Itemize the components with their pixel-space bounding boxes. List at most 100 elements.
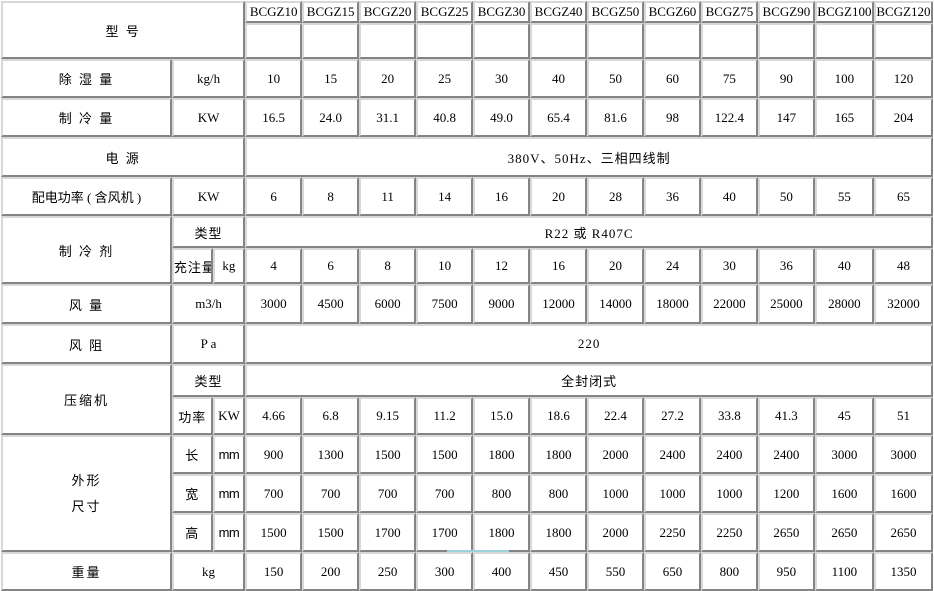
dimension-width-value-10: 1600 [814, 474, 874, 513]
distribution-power-value-1: 8 [302, 177, 360, 216]
dehumidify-value-0: 10 [245, 59, 303, 98]
row-label-cooling: 制 冷 量 [1, 98, 172, 137]
refrigerant-charge-value-0: 4 [245, 248, 303, 284]
cooling-value-0: 16.5 [245, 98, 303, 137]
row-label-dehumidify: 除 湿 量 [1, 59, 172, 98]
model-header-11: BCGZ120 [873, 1, 933, 23]
model-header-7: BCGZ60 [643, 1, 701, 23]
cooling-value-2: 31.1 [359, 98, 417, 137]
row-unit-cooling: KW [171, 98, 246, 137]
header-model-label: 型 号 [1, 1, 246, 59]
compressor-power-value-6: 22.4 [587, 397, 644, 435]
dimension-width-value-7: 1000 [643, 474, 701, 513]
dehumidify-value-2: 20 [359, 59, 417, 98]
dimension-height-value-6: 2000 [587, 513, 644, 552]
refrigerant-charge-value-5: 16 [530, 248, 587, 284]
model-spacer-5 [530, 23, 587, 59]
compressor-power-value-10: 45 [814, 397, 874, 435]
distribution-power-value-3: 14 [416, 177, 474, 216]
airflow-value-4: 9000 [473, 284, 531, 324]
weight-value-7: 650 [643, 552, 701, 591]
table-row-refrigerant-charge: 充注量 kg 4 6 8 10 12 16 20 24 30 36 40 48 [1, 248, 933, 284]
airflow-value-11: 32000 [873, 284, 933, 324]
dimension-width-label: 宽 [171, 474, 213, 513]
dimension-height-value-0: 1500 [245, 513, 303, 552]
dimension-length-value-2: 1500 [359, 435, 417, 474]
dehumidify-value-9: 90 [757, 59, 815, 98]
dimension-height-value-9: 2650 [757, 513, 815, 552]
model-spacer-10 [814, 23, 874, 59]
dimension-length-value-4: 1800 [473, 435, 531, 474]
cooling-value-4: 49.0 [473, 98, 531, 137]
model-header-9: BCGZ90 [757, 1, 815, 23]
dehumidify-value-4: 30 [473, 59, 531, 98]
refrigerant-charge-value-2: 8 [359, 248, 417, 284]
model-header-6: BCGZ50 [587, 1, 644, 23]
distribution-power-value-8: 40 [700, 177, 758, 216]
weight-value-2: 250 [359, 552, 417, 591]
row-label-refrigerant: 制 冷 剂 [1, 216, 172, 284]
dimension-length-value-7: 2400 [643, 435, 701, 474]
refrigerant-charge-value-3: 10 [416, 248, 474, 284]
dehumidify-value-1: 15 [302, 59, 360, 98]
table-row-model-header: 型 号 BCGZ10 BCGZ15 BCGZ20 BCGZ25 BCGZ30 B… [1, 1, 933, 59]
dimension-width-unit: mm [212, 474, 246, 513]
distribution-power-value-0: 6 [245, 177, 303, 216]
compressor-power-label: 功率 [171, 397, 213, 435]
airflow-value-6: 14000 [587, 284, 644, 324]
table-row-dehumidify: 除 湿 量 kg/h 10 15 20 25 30 40 50 60 75 90… [1, 59, 933, 98]
dimension-width-value-5: 800 [530, 474, 587, 513]
row-unit-air-resistance: P a [171, 324, 246, 364]
dimension-width-value-9: 1200 [757, 474, 815, 513]
dimension-height-value-11: 2650 [873, 513, 933, 552]
table-row-airflow: 风 量 m3/h 3000 4500 6000 7500 9000 12000 … [1, 284, 933, 324]
model-spacer-7 [643, 23, 701, 59]
row-label-power-supply: 电 源 [1, 137, 246, 177]
model-spacer-0 [245, 23, 303, 59]
table-row-power-supply: 电 源 380V、50Hz、三相四线制 [1, 137, 933, 177]
dehumidify-value-3: 25 [416, 59, 474, 98]
table-row-compressor-type: 压缩机 类型 全封闭式 [1, 364, 933, 435]
model-spacer-2 [359, 23, 417, 59]
refrigerant-charge-value-11: 48 [873, 248, 933, 284]
row-label-compressor: 压缩机 [1, 364, 172, 435]
compressor-power-value-2: 9.15 [359, 397, 417, 435]
model-spacer-1 [302, 23, 360, 59]
cooling-value-6: 81.6 [587, 98, 644, 137]
dimension-height-value-2: 1700 [359, 513, 417, 552]
refrigerant-charge-value-4: 12 [473, 248, 531, 284]
row-unit-distribution-power: KW [171, 177, 246, 216]
cooling-value-5: 65.4 [530, 98, 587, 137]
dehumidify-value-7: 60 [643, 59, 701, 98]
row-label-weight: 重量 [1, 552, 172, 591]
dimension-height-label: 高 [171, 513, 213, 552]
dimension-height-unit: mm [212, 513, 246, 552]
compressor-type-label: 类型 [171, 364, 246, 397]
airflow-value-1: 4500 [302, 284, 360, 324]
weight-value-3: 300 [416, 552, 474, 591]
cooling-value-8: 122.4 [700, 98, 758, 137]
compressor-power-value-5: 18.6 [530, 397, 587, 435]
cooling-value-10: 165 [814, 98, 874, 137]
model-header-4: BCGZ30 [473, 1, 531, 23]
airflow-value-7: 18000 [643, 284, 701, 324]
compressor-power-value-0: 4.66 [245, 397, 303, 435]
distribution-power-value-5: 20 [530, 177, 587, 216]
dimension-height-value-10: 2650 [814, 513, 874, 552]
dimension-length-value-10: 3000 [814, 435, 874, 474]
table-row-compressor-power: 功率 KW 4.66 6.8 9.15 11.2 15.0 18.6 22.4 … [1, 397, 933, 435]
row-unit-dehumidify: kg/h [171, 59, 246, 98]
table-row-weight: 重量 kg 150 200 250 300 400 450 550 650 80… [1, 552, 933, 591]
table-row-dimension-length: 外形 尺寸 长 mm 900 1300 1500 1500 1800 1800 … [1, 435, 933, 552]
refrigerant-charge-value-7: 24 [643, 248, 701, 284]
compressor-power-value-4: 15.0 [473, 397, 531, 435]
dimension-height-value-1: 1500 [302, 513, 360, 552]
dehumidify-value-6: 50 [587, 59, 644, 98]
dimension-width-value-8: 1000 [700, 474, 758, 513]
compressor-power-value-8: 33.8 [700, 397, 758, 435]
dimension-height-value-4: 1800 [473, 513, 531, 552]
model-header-3: BCGZ25 [416, 1, 474, 23]
weight-value-4: 400 [473, 552, 531, 591]
table-row-distribution-power: 配电功率 ( 含风机 ) KW 6 8 11 14 16 20 28 36 40… [1, 177, 933, 216]
